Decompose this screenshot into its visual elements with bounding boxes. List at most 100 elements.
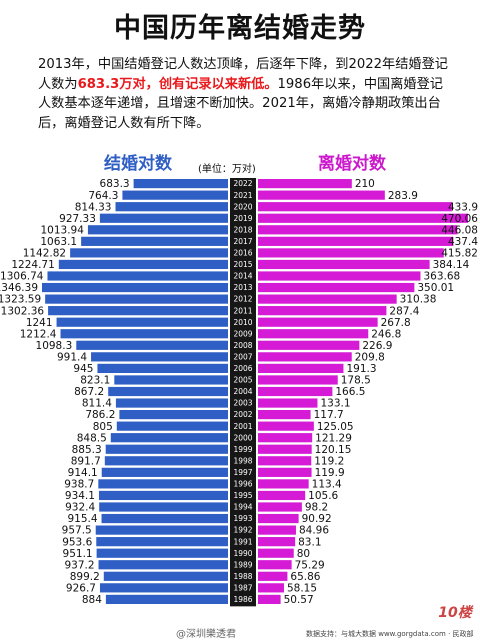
marriage-bar <box>105 444 228 454</box>
divorce-bar <box>258 410 311 420</box>
marriage-value-label: 811.4 <box>82 398 112 410</box>
year-tick-label: 1990 <box>233 549 252 558</box>
footer: @深圳樂透君 数据支持：与城大数据 www.gorgdata.com · 民政部 <box>0 624 480 641</box>
marriage-value-label: 937.2 <box>64 559 94 571</box>
marriage-value-label: 683.3 <box>100 178 130 190</box>
marriage-bar <box>122 190 228 200</box>
marriage-value-label: 1224.71 <box>11 259 54 271</box>
year-tick-label: 2008 <box>233 341 252 350</box>
marriage-value-label: 915.4 <box>67 513 97 525</box>
divorce-bar <box>258 444 312 454</box>
marriage-value-label: 1063.1 <box>40 236 77 248</box>
marriage-bar <box>98 479 228 489</box>
divorce-value-label: 246.8 <box>371 328 401 340</box>
marriage-bar <box>58 259 228 270</box>
year-tick-label: 1988 <box>233 572 252 581</box>
divorce-value-label: 90.92 <box>302 513 332 525</box>
marriage-value-label: 1346.39 <box>0 282 38 294</box>
year-tick-label: 2018 <box>233 225 252 234</box>
year-tick-label: 2017 <box>233 237 252 246</box>
divorce-value-label: 65.86 <box>290 571 320 583</box>
divorce-bar <box>258 433 313 443</box>
marriage-value-label: 786.2 <box>85 409 115 421</box>
year-tick-label: 1997 <box>233 468 252 477</box>
divorce-value-label: 119.9 <box>315 467 345 479</box>
marriage-bar <box>60 329 228 339</box>
year-tick-label: 2007 <box>233 352 252 361</box>
divorce-value-label: 363.68 <box>423 271 460 283</box>
divorce-bar <box>258 513 299 524</box>
marriage-bar <box>96 548 228 558</box>
marriage-bar <box>98 560 229 570</box>
year-tick-label: 2004 <box>233 387 252 396</box>
year-tick-label: 2005 <box>233 376 252 385</box>
marriage-value-label: 926.7 <box>66 582 96 594</box>
divorce-value-label: 133.1 <box>320 398 350 410</box>
divorce-bar <box>258 525 296 535</box>
divorce-value-label: 178.5 <box>341 375 371 387</box>
divorce-value-label: 75.29 <box>295 559 325 571</box>
divorce-value-label: 84.96 <box>299 525 329 537</box>
unit-label: (单位：万对) <box>198 164 256 175</box>
divorce-value-label: 119.2 <box>314 455 344 467</box>
marriage-bar <box>110 433 228 443</box>
year-tick-label: 1994 <box>233 503 252 512</box>
year-tick-label: 2000 <box>233 433 252 442</box>
divorce-bar <box>258 306 387 316</box>
divorce-bar <box>258 317 378 327</box>
intro-highlight: 683.3万对，创有记录以来新低。 <box>77 76 278 92</box>
divorce-value-label: 117.7 <box>314 409 344 421</box>
divorce-bar <box>258 271 421 281</box>
divorce-bar <box>258 259 430 270</box>
intro-text-1: 2013年，中国结婚登记人数达顶峰，后逐年下降，到2022年结婚登记人数为 <box>38 57 448 92</box>
marriage-value-label: 953.6 <box>62 536 92 548</box>
marriage-bar <box>105 594 228 604</box>
marriage-value-label: 914.1 <box>68 467 98 479</box>
year-tick-label: 2006 <box>233 364 252 373</box>
marriage-bar <box>99 213 228 223</box>
year-tick-label: 2012 <box>233 295 252 304</box>
divorce-bar <box>258 479 309 489</box>
marriage-bar <box>56 317 229 327</box>
marriage-value-label: 867.2 <box>74 386 104 398</box>
marriage-value-label: 1241 <box>26 317 53 329</box>
marriage-bar <box>42 282 228 293</box>
divorce-bar <box>258 352 352 362</box>
marriage-bar <box>98 490 229 501</box>
year-tick-label: 2019 <box>233 214 252 223</box>
year-tick-label: 1992 <box>233 526 252 535</box>
marriage-bar <box>133 179 228 189</box>
divorce-value-label: 120.15 <box>315 444 352 456</box>
divorce-value-label: 50.57 <box>284 594 314 606</box>
marriage-bar <box>116 421 228 431</box>
divorce-bar <box>258 340 360 350</box>
year-tick-label: 1993 <box>233 514 252 523</box>
marriage-bar <box>119 410 228 420</box>
divorce-bar <box>258 502 302 512</box>
divorce-bar <box>258 421 314 431</box>
divorce-bar <box>258 225 458 235</box>
divorce-header: 离婚对数 <box>318 154 386 174</box>
marriage-bar <box>114 375 228 385</box>
divorce-value-label: 415.82 <box>441 248 478 260</box>
year-tick-label: 2001 <box>233 422 252 431</box>
divorce-bar <box>258 282 415 293</box>
divorce-value-label: 310.38 <box>400 294 437 306</box>
marriage-value-label: 899.2 <box>70 571 100 583</box>
marriage-value-label: 884 <box>82 594 102 606</box>
divorce-bar <box>258 213 468 223</box>
marriage-bar <box>99 502 228 512</box>
divorce-value-label: 226.9 <box>362 340 392 352</box>
divorce-bar <box>258 398 318 408</box>
divorce-value-label: 287.4 <box>389 305 419 317</box>
marriage-bar <box>101 467 228 477</box>
marriage-bar <box>45 294 229 304</box>
divorce-value-label: 105.6 <box>308 490 338 502</box>
divorce-bar <box>258 363 344 373</box>
divorce-value-label: 80 <box>297 548 310 560</box>
year-tick-label: 2014 <box>233 272 252 281</box>
marriage-bar <box>76 340 228 350</box>
divorce-bar <box>258 202 452 212</box>
divorce-bar <box>258 548 294 558</box>
